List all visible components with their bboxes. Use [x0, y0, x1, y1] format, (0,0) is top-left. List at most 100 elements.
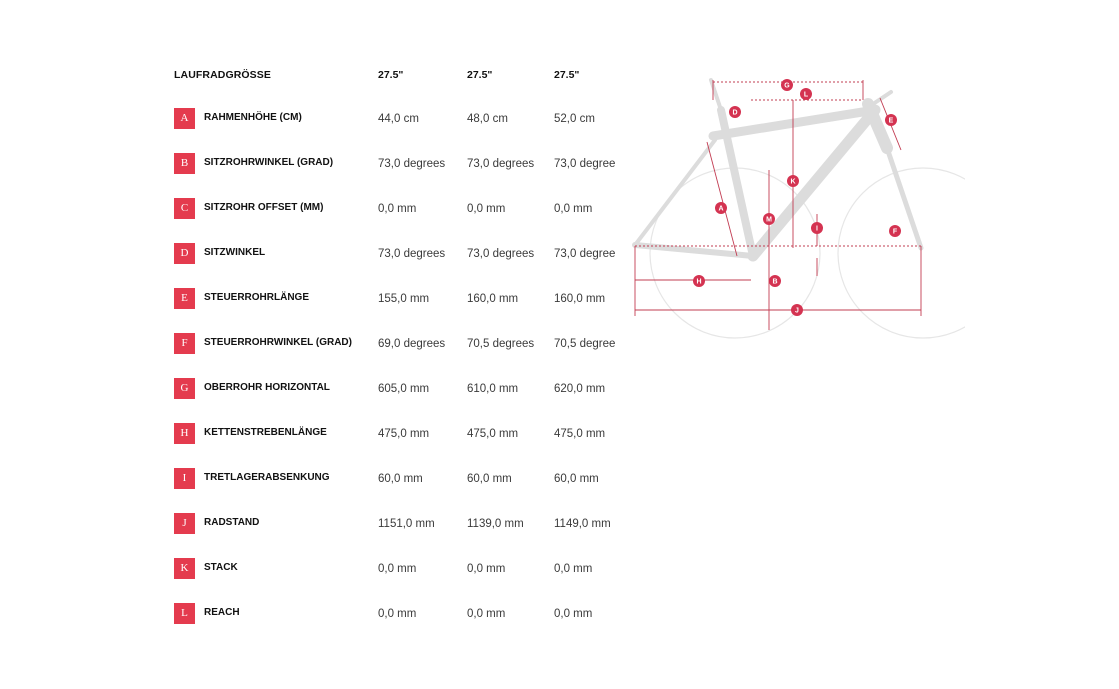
marker-g-icon: G	[781, 79, 793, 91]
geometry-table: LAUFRADGRÖSSE 27.5" 27.5" 27.5" A RAHMENH…	[170, 52, 630, 637]
table-row: H KETTENSTREBENLÄNGE 475,0 mm 475,0 mm 475,0…	[170, 412, 630, 457]
stem	[871, 90, 893, 106]
size-column-2: 27.5"	[467, 69, 493, 81]
row-label: STACK	[204, 562, 238, 573]
row-value-size-2: 70,5 degrees	[467, 338, 535, 350]
table-row: E STEUERROHRLÄNGE 155,0 mm 160,0 mm 160,0 mm	[170, 277, 630, 322]
row-letter-badge: F	[174, 333, 195, 354]
table-row: F STEUERROHRWINKEL (GRAD) 69,0 degrees 70,5…	[170, 322, 630, 367]
dimension-markers: G L D E K A M I F H B J	[693, 79, 901, 316]
svg-text:E: E	[889, 118, 894, 125]
row-value-size-1: 475,0 mm	[378, 428, 430, 440]
row-letter-badge: E	[174, 288, 195, 309]
row-value-size-3: 70,5 degree	[554, 338, 616, 350]
row-label: SITZROHRWINKEL (GRAD)	[204, 157, 334, 168]
row-label: STEUERROHRWINKEL (GRAD)	[204, 337, 352, 348]
row-value-size-2: 73,0 degrees	[467, 248, 535, 260]
row-label: KETTENSTREBENLÄNGE	[204, 427, 327, 438]
row-value-size-3: 52,0 cm	[554, 113, 595, 125]
marker-h-icon: H	[693, 275, 705, 287]
frame	[632, 78, 924, 262]
row-value-size-1: 44,0 cm	[378, 113, 419, 125]
row-label: STEUERROHRLÄNGE	[204, 292, 310, 303]
svg-text:B: B	[772, 279, 777, 286]
head-tube	[862, 98, 893, 154]
marker-e-icon: E	[885, 114, 897, 126]
row-value-size-3: 73,0 degree	[554, 248, 616, 260]
table-body: A RAHMENHÖHE (CM) 44,0 cm 48,0 cm 52,0 cm B SI…	[170, 97, 630, 637]
row-value-size-2: 0,0 mm	[467, 608, 506, 620]
row-label: OBERROHR HORIZONTAL	[204, 382, 330, 393]
svg-text:I: I	[816, 226, 818, 233]
table-row: K STACK 0,0 mm 0,0 mm 0,0 mm	[170, 547, 630, 592]
row-value-size-2: 475,0 mm	[467, 428, 519, 440]
front-wheel	[837, 167, 965, 339]
row-label: SITZROHR OFFSET (MM)	[204, 202, 324, 213]
row-value-size-2: 60,0 mm	[467, 473, 512, 485]
row-value-size-2: 48,0 cm	[467, 113, 508, 125]
size-column-1: 27.5"	[378, 69, 404, 81]
row-value-size-3: 620,0 mm	[554, 383, 606, 395]
row-label: RAHMENHÖHE (CM)	[204, 112, 302, 123]
row-value-size-3: 60,0 mm	[554, 473, 599, 485]
table-row: L REACH 0,0 mm 0,0 mm 0,0 mm	[170, 592, 630, 637]
row-label: SITZWINKEL	[204, 247, 266, 258]
table-row: D SITZWINKEL 73,0 degrees 73,0 degrees 73,0 …	[170, 232, 630, 277]
row-value-size-3: 0,0 mm	[554, 203, 593, 215]
marker-l-icon: L	[800, 88, 812, 100]
row-value-size-1: 0,0 mm	[378, 563, 417, 575]
row-value-size-1: 73,0 degrees	[378, 248, 446, 260]
row-value-size-2: 1139,0 mm	[467, 518, 524, 530]
row-letter-badge: B	[174, 153, 195, 174]
svg-text:L: L	[804, 92, 809, 99]
row-value-size-2: 160,0 mm	[467, 293, 519, 305]
svg-text:J: J	[795, 308, 799, 315]
row-value-size-1: 69,0 degrees	[378, 338, 446, 350]
row-value-size-3: 1149,0 mm	[554, 518, 611, 530]
bike-geometry-diagram: G L D E K A M I F H B J	[632, 78, 965, 339]
row-value-size-3: 73,0 degree	[554, 158, 616, 170]
wheel-size-header: LAUFRADGRÖSSE	[174, 69, 271, 81]
row-letter-badge: G	[174, 378, 195, 399]
row-value-size-1: 73,0 degrees	[378, 158, 446, 170]
row-value-size-1: 0,0 mm	[378, 608, 417, 620]
table-header-row: LAUFRADGRÖSSE 27.5" 27.5" 27.5"	[170, 52, 630, 97]
row-label: REACH	[204, 607, 240, 618]
svg-text:D: D	[732, 110, 737, 117]
size-column-3: 27.5"	[554, 69, 580, 81]
svg-text:H: H	[696, 279, 701, 286]
down-tube	[747, 104, 881, 262]
row-value-size-3: 0,0 mm	[554, 608, 593, 620]
seat-post	[709, 78, 723, 112]
row-value-size-1: 0,0 mm	[378, 203, 417, 215]
marker-d-icon: D	[729, 106, 741, 118]
marker-m-icon: M	[763, 213, 775, 225]
seat-tube	[717, 106, 757, 260]
row-value-size-2: 73,0 degrees	[467, 158, 535, 170]
row-value-size-3: 160,0 mm	[554, 293, 606, 305]
row-value-size-1: 60,0 mm	[378, 473, 423, 485]
row-value-size-2: 0,0 mm	[467, 203, 506, 215]
row-value-size-1: 155,0 mm	[378, 293, 430, 305]
fork	[884, 145, 924, 251]
table-row: C SITZROHR OFFSET (MM) 0,0 mm 0,0 mm 0,0 mm	[170, 187, 630, 232]
table-row: A RAHMENHÖHE (CM) 44,0 cm 48,0 cm 52,0 cm	[170, 97, 630, 142]
row-value-size-3: 475,0 mm	[554, 428, 606, 440]
marker-j-icon: J	[791, 304, 803, 316]
row-letter-badge: H	[174, 423, 195, 444]
svg-text:F: F	[893, 229, 898, 236]
marker-f-icon: F	[889, 225, 901, 237]
table-row: G OBERROHR HORIZONTAL 605,0 mm 610,0 mm 620,…	[170, 367, 630, 412]
marker-i-icon: I	[811, 222, 823, 234]
row-letter-badge: J	[174, 513, 195, 534]
row-value-size-1: 605,0 mm	[378, 383, 430, 395]
marker-b-icon: B	[769, 275, 781, 287]
row-letter-badge: I	[174, 468, 195, 489]
row-letter-badge: L	[174, 603, 195, 624]
dimension-lines	[634, 80, 922, 330]
seat-stay	[633, 138, 717, 247]
svg-text:G: G	[784, 83, 790, 90]
table-row: J RADSTAND 1151,0 mm 1139,0 mm 1149,0 mm	[170, 502, 630, 547]
row-letter-badge: K	[174, 558, 195, 579]
marker-k-icon: K	[787, 175, 799, 187]
